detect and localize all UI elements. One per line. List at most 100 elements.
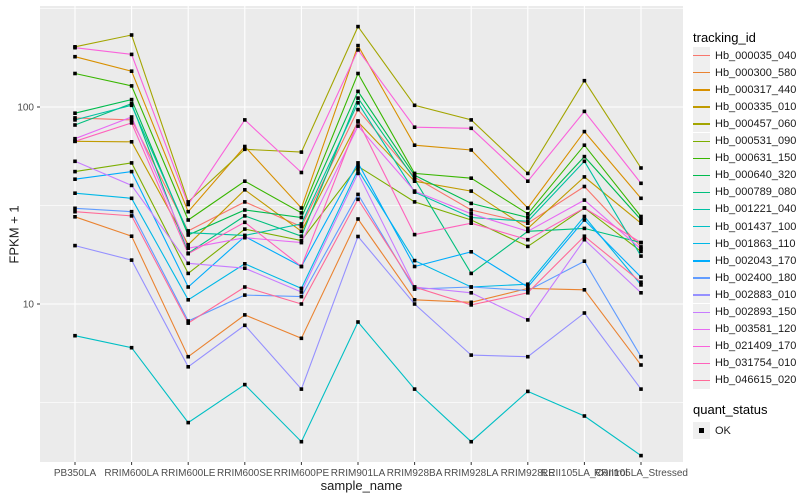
data-point xyxy=(129,140,134,144)
data-point xyxy=(639,196,643,201)
legend-key-line-icon xyxy=(693,218,710,235)
data-point xyxy=(299,439,304,444)
data-point xyxy=(639,283,643,287)
data-point xyxy=(526,229,530,234)
data-point xyxy=(299,150,304,154)
data-point xyxy=(243,147,247,152)
data-point xyxy=(412,258,417,263)
legend-item: Hb_000035_040 xyxy=(693,47,799,64)
legend-item-label: Hb_003581_120 xyxy=(715,323,797,336)
legend-item: Hb_000335_010 xyxy=(693,98,799,116)
data-point xyxy=(299,264,304,269)
x-tick-label: RRIM600PE xyxy=(274,468,330,479)
y-tick-label: 100 xyxy=(17,103,34,114)
data-point xyxy=(299,170,304,175)
data-point xyxy=(299,240,304,245)
data-point xyxy=(356,43,360,48)
data-point xyxy=(639,247,643,251)
data-point xyxy=(129,69,134,73)
data-point xyxy=(243,214,247,218)
data-point xyxy=(526,288,530,293)
data-point xyxy=(526,285,530,289)
data-point xyxy=(243,323,247,328)
data-point xyxy=(129,103,134,108)
data-point xyxy=(639,387,643,391)
legend-key-line-icon xyxy=(693,98,710,116)
legend-item-label: Hb_031754_010 xyxy=(715,357,797,370)
data-point xyxy=(526,291,530,295)
data-point xyxy=(243,382,247,387)
data-point xyxy=(299,294,304,299)
data-point xyxy=(186,251,190,256)
data-point xyxy=(73,333,77,338)
data-point xyxy=(129,258,134,262)
legend-key-line-icon xyxy=(693,303,710,321)
legend-item-label: Hb_001437_100 xyxy=(715,220,797,233)
data-point xyxy=(73,118,77,122)
data-point xyxy=(243,293,247,297)
legend-item: Hb_000631_150 xyxy=(693,149,799,167)
data-point xyxy=(412,143,417,147)
legend-item-label: Hb_002400_180 xyxy=(715,271,797,284)
data-point xyxy=(129,234,134,238)
data-point xyxy=(186,233,190,237)
data-point xyxy=(469,218,473,222)
data-point xyxy=(356,96,360,100)
data-point xyxy=(639,354,643,359)
data-point xyxy=(356,119,360,123)
legend-key-line-icon xyxy=(693,115,710,133)
data-point xyxy=(243,179,247,183)
legend-item: Hb_001863_110 xyxy=(693,235,799,253)
data-point xyxy=(469,118,473,122)
data-point xyxy=(582,311,587,315)
data-point xyxy=(299,211,304,215)
data-point xyxy=(299,302,304,306)
data-point xyxy=(639,280,643,284)
legend-item: Hb_002883_010 xyxy=(693,286,799,304)
legend-item-label: Hb_001221_040 xyxy=(715,203,797,216)
legend-item-label: OK xyxy=(715,424,731,437)
data-point xyxy=(129,52,134,57)
data-point xyxy=(186,209,190,214)
data-point xyxy=(639,217,643,222)
legend-key-line-icon xyxy=(693,81,710,99)
data-point xyxy=(582,234,587,238)
legend-item-label: Hb_002883_010 xyxy=(715,288,797,301)
data-point xyxy=(73,191,77,195)
legend-item: Hb_000531_090 xyxy=(693,132,799,150)
data-point xyxy=(469,208,473,212)
data-point xyxy=(186,365,190,369)
data-point xyxy=(73,215,77,219)
data-point xyxy=(356,124,360,128)
data-point xyxy=(243,220,247,225)
data-point xyxy=(412,387,417,391)
legend-key-line-icon xyxy=(693,166,710,184)
data-point xyxy=(73,116,77,120)
legend-item-label: Hb_021409_170 xyxy=(715,340,797,353)
legend-item-label: Hb_002043_170 xyxy=(715,254,797,267)
data-point xyxy=(582,143,587,147)
data-point xyxy=(129,33,134,37)
data-point xyxy=(639,249,643,254)
data-point xyxy=(526,389,530,394)
data-point xyxy=(356,101,360,105)
data-point xyxy=(582,109,587,114)
legend-item: Hb_001221_040 xyxy=(693,200,799,218)
legend-key-line-icon xyxy=(693,132,710,150)
data-point xyxy=(412,177,417,181)
data-point xyxy=(469,303,473,307)
data-point xyxy=(73,54,77,59)
data-point xyxy=(412,285,417,289)
data-point xyxy=(582,288,587,292)
x-tick-label: RRIM928LA xyxy=(444,468,499,479)
data-point xyxy=(356,171,360,176)
data-point xyxy=(356,320,360,324)
data-point xyxy=(356,234,360,239)
legend-title-quant-status: quant_status xyxy=(693,402,768,417)
data-point xyxy=(186,218,190,222)
data-point xyxy=(469,291,473,295)
data-point xyxy=(186,321,190,325)
data-point xyxy=(526,215,530,220)
